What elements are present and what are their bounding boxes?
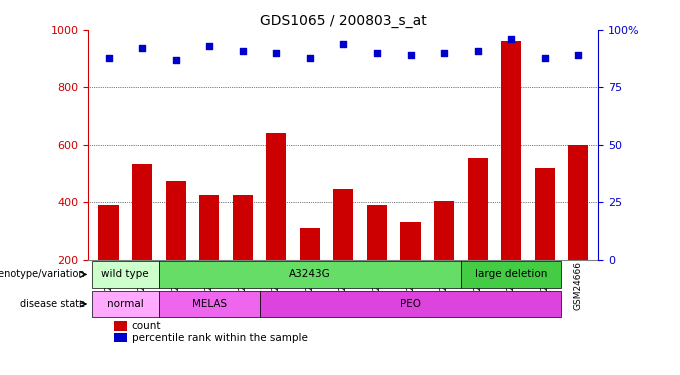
Point	[237, 48, 248, 54]
Bar	[367, 205, 387, 260]
Point	[439, 50, 449, 56]
Bar	[114, 333, 126, 342]
Point	[472, 48, 483, 54]
Text: percentile rank within the sample: percentile rank within the sample	[132, 333, 307, 343]
Point	[305, 55, 316, 61]
Point	[506, 36, 517, 42]
Bar	[233, 195, 253, 260]
Text: PEO: PEO	[400, 299, 421, 309]
Point	[573, 52, 583, 58]
Bar	[333, 189, 354, 260]
Bar	[300, 228, 320, 260]
Point	[405, 52, 416, 58]
Bar	[501, 42, 522, 260]
Bar	[99, 205, 118, 260]
Bar	[132, 164, 152, 260]
Text: genotype/variation: genotype/variation	[0, 270, 85, 279]
Bar	[434, 201, 454, 260]
Point	[271, 50, 282, 56]
Bar	[534, 168, 555, 260]
Bar	[165, 181, 186, 260]
Bar	[568, 145, 588, 260]
Text: MELAS: MELAS	[192, 299, 226, 309]
Bar	[267, 134, 286, 260]
Text: disease state: disease state	[20, 299, 85, 309]
Point	[204, 43, 215, 49]
Bar	[114, 321, 126, 331]
Text: large deletion: large deletion	[475, 270, 547, 279]
FancyBboxPatch shape	[92, 291, 159, 317]
Text: wild type: wild type	[101, 270, 149, 279]
Text: count: count	[132, 321, 161, 331]
Point	[371, 50, 382, 56]
Point	[137, 45, 148, 51]
Bar	[401, 222, 420, 260]
Text: normal: normal	[107, 299, 143, 309]
Point	[338, 41, 349, 47]
FancyBboxPatch shape	[461, 261, 562, 288]
Point	[539, 55, 550, 61]
Bar	[199, 195, 219, 260]
Text: A3243G: A3243G	[289, 270, 330, 279]
FancyBboxPatch shape	[260, 291, 562, 317]
Title: GDS1065 / 200803_s_at: GDS1065 / 200803_s_at	[260, 13, 427, 28]
Bar	[468, 158, 488, 260]
FancyBboxPatch shape	[92, 261, 159, 288]
Point	[170, 57, 181, 63]
FancyBboxPatch shape	[159, 261, 461, 288]
FancyBboxPatch shape	[159, 291, 260, 317]
Point	[103, 55, 114, 61]
